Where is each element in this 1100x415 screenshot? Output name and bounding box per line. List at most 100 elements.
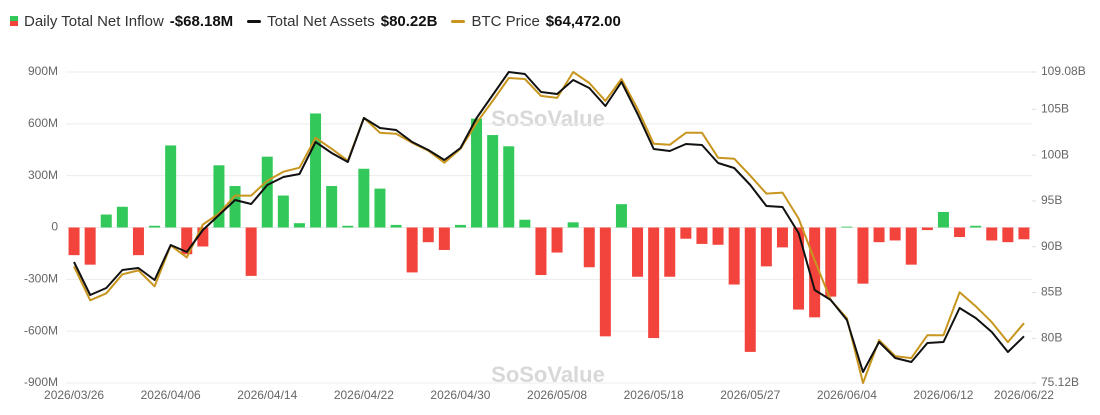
bar [293,223,305,228]
bar [100,214,112,228]
legend-item: Daily Total Net Inflow -$68.18M [10,13,233,30]
bar [551,227,563,253]
bar [889,227,901,241]
legend-label: Total Net Assets [267,12,375,30]
y-tick-label: 0 [51,220,58,234]
x-tick-label: 2026/03/26 [44,388,104,402]
y2-tick-label: 75.12B [1041,375,1079,389]
bar [406,227,418,273]
y2-tick-label: 90B [1041,239,1062,253]
bar [326,186,338,228]
bar [664,227,676,277]
y-tick-label: 300M [28,168,58,182]
bar [728,227,740,285]
bar [422,227,434,243]
bar [374,188,386,228]
bar [599,227,611,337]
bar [1002,227,1014,243]
bar [181,227,193,255]
x-tick-label: 2026/04/14 [237,388,297,402]
y-tick-label: 900M [28,64,58,78]
legend-item: BTC Price $64,472.00 [451,12,621,30]
bar [615,204,627,228]
x-tick-label: 2026/06/04 [817,388,877,402]
y2-tick-label: 105B [1041,102,1069,116]
bar [954,227,966,238]
bar [583,227,595,268]
bar [519,219,531,228]
bar [116,206,128,228]
bar [68,227,80,256]
bar [471,118,483,228]
bar [358,168,370,228]
x-tick-label: 2026/04/06 [141,388,201,402]
bar [229,186,241,228]
bar [503,146,515,228]
y-tick-label: -300M [24,272,58,286]
legend-label: BTC Price [471,12,540,30]
y-tick-label: -900M [24,375,58,389]
bar [487,135,499,228]
y-tick-label: 600M [28,116,58,130]
legend-value: $80.22B [380,12,438,30]
x-tick-label: 2026/06/12 [913,388,973,402]
bar [310,113,322,228]
bar [760,227,772,267]
bar [632,227,644,277]
y2-tick-label: 109.08B [1041,64,1086,78]
bar [712,227,724,245]
bar [245,227,257,276]
bar [535,227,547,276]
legend: Daily Total Net Inflow -$68.18M Total Net … [10,8,621,34]
legend-item: Total Net Assets $80.22B [247,13,437,30]
bar [776,227,788,248]
line [73,71,1025,384]
bar [84,227,96,265]
bar [454,224,466,228]
x-tick-label: 2026/04/22 [334,388,394,402]
line [73,71,1025,373]
bar [1018,227,1030,240]
y2-tick-label: 80B [1041,330,1062,344]
y2-tick-label: 85B [1041,285,1062,299]
x-tick-label: 2026/05/27 [720,388,780,402]
y-tick-label: -600M [24,323,58,337]
bar [696,227,708,244]
bar [970,225,982,228]
x-tick-label: 2026/04/30 [430,388,490,402]
bar [825,227,837,297]
bar [197,227,209,247]
x-tick-label: 2026/06/22 [994,388,1054,402]
bar [261,156,273,228]
legend-icon [247,19,262,23]
bar [165,145,177,228]
bar [342,225,354,228]
bar [809,227,821,318]
bar [132,227,144,256]
bar [567,222,579,228]
bar [986,227,998,241]
bar [213,165,225,228]
bar [793,227,805,310]
bar [841,226,853,228]
bar [390,224,402,228]
bar [937,211,949,228]
bar [648,227,660,339]
legend-icon [10,16,18,26]
bar [149,225,161,228]
bar [277,195,289,228]
x-tick-label: 2026/05/08 [527,388,587,402]
legend-value: $64,472.00 [545,12,621,30]
legend-icon [451,19,466,23]
y2-tick-label: 100B [1041,147,1069,161]
bar [857,227,869,284]
legend-label: Daily Total Net Inflow [24,12,164,30]
y2-tick-label: 95B [1041,193,1062,207]
bar [873,227,885,243]
bar [921,227,933,231]
x-tick-label: 2026/05/18 [624,388,684,402]
legend-value: -$68.18M [169,12,234,30]
watermark: SoSoValue [491,106,605,131]
